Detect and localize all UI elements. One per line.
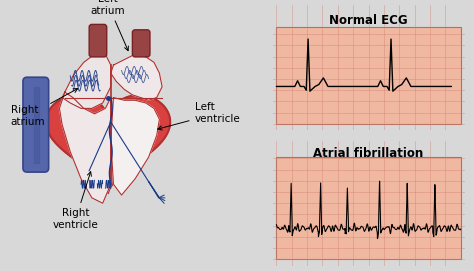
Text: Atrial fibrillation: Atrial fibrillation (313, 147, 424, 160)
Polygon shape (34, 87, 39, 163)
Polygon shape (46, 95, 170, 193)
FancyBboxPatch shape (89, 24, 107, 57)
Text: Left
atrium: Left atrium (91, 0, 128, 51)
Text: Right
ventricle: Right ventricle (53, 172, 99, 230)
FancyBboxPatch shape (276, 27, 461, 124)
Polygon shape (111, 98, 159, 195)
FancyBboxPatch shape (132, 30, 150, 57)
FancyBboxPatch shape (276, 157, 461, 259)
Polygon shape (62, 54, 111, 108)
Text: Right
atrium: Right atrium (11, 89, 78, 127)
FancyBboxPatch shape (23, 77, 49, 172)
Text: Left
ventricle: Left ventricle (158, 102, 240, 130)
Polygon shape (59, 92, 111, 203)
Polygon shape (111, 54, 162, 100)
Text: Normal ECG: Normal ECG (329, 14, 408, 27)
